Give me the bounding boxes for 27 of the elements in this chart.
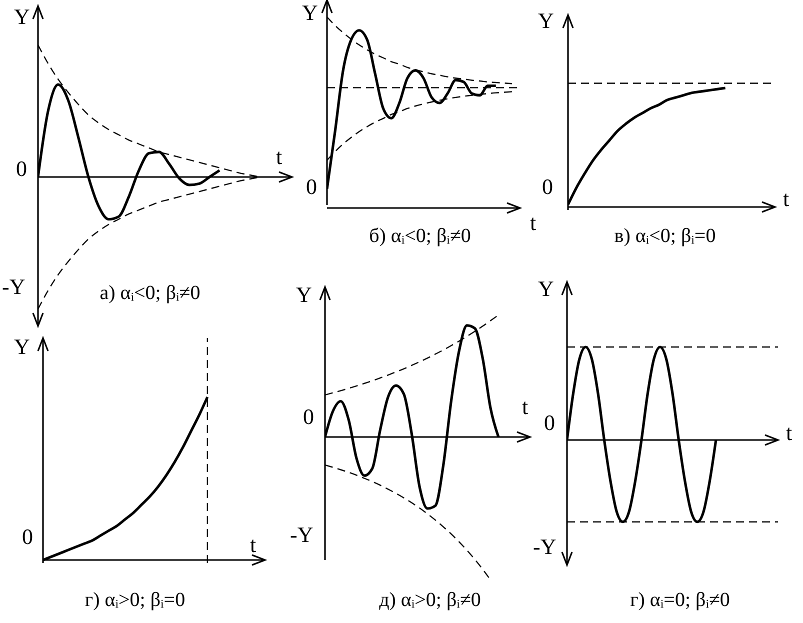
text: г) αᵢ>0; βᵢ=0: [84, 589, 186, 611]
x-axis-title: t: [783, 186, 790, 211]
y-axis-title: Y: [14, 4, 30, 29]
x-axis-title: t: [530, 210, 536, 235]
text: 0: [542, 174, 553, 199]
x-axis-title: t: [522, 394, 528, 419]
text: -Y: [2, 274, 26, 299]
y-axis-title: Y: [538, 276, 554, 301]
text: -Y: [533, 534, 556, 559]
text: 0: [306, 174, 317, 199]
text: 0: [16, 156, 27, 181]
y-axis-title: Y: [302, 0, 318, 25]
text: 0: [544, 410, 555, 435]
text: 0: [303, 404, 314, 429]
text: -Y: [290, 522, 314, 547]
x-axis-title: t: [786, 420, 792, 445]
text: а) αᵢ<0; βᵢ≠0: [100, 282, 200, 304]
y-axis-title: Y: [538, 8, 554, 33]
text: в) αᵢ<0; βᵢ=0: [614, 225, 716, 247]
text: г) αᵢ=0; βᵢ≠0: [630, 589, 730, 611]
y-axis-title: Y: [296, 282, 312, 307]
text: 0: [22, 524, 33, 549]
x-axis-title: t: [250, 532, 256, 557]
x-axis-title: t: [276, 144, 282, 169]
text: б) αᵢ<0; βᵢ≠0: [369, 225, 471, 247]
text: д) αᵢ>0; βᵢ≠0: [379, 589, 481, 611]
y-axis-title: Y: [14, 334, 30, 359]
